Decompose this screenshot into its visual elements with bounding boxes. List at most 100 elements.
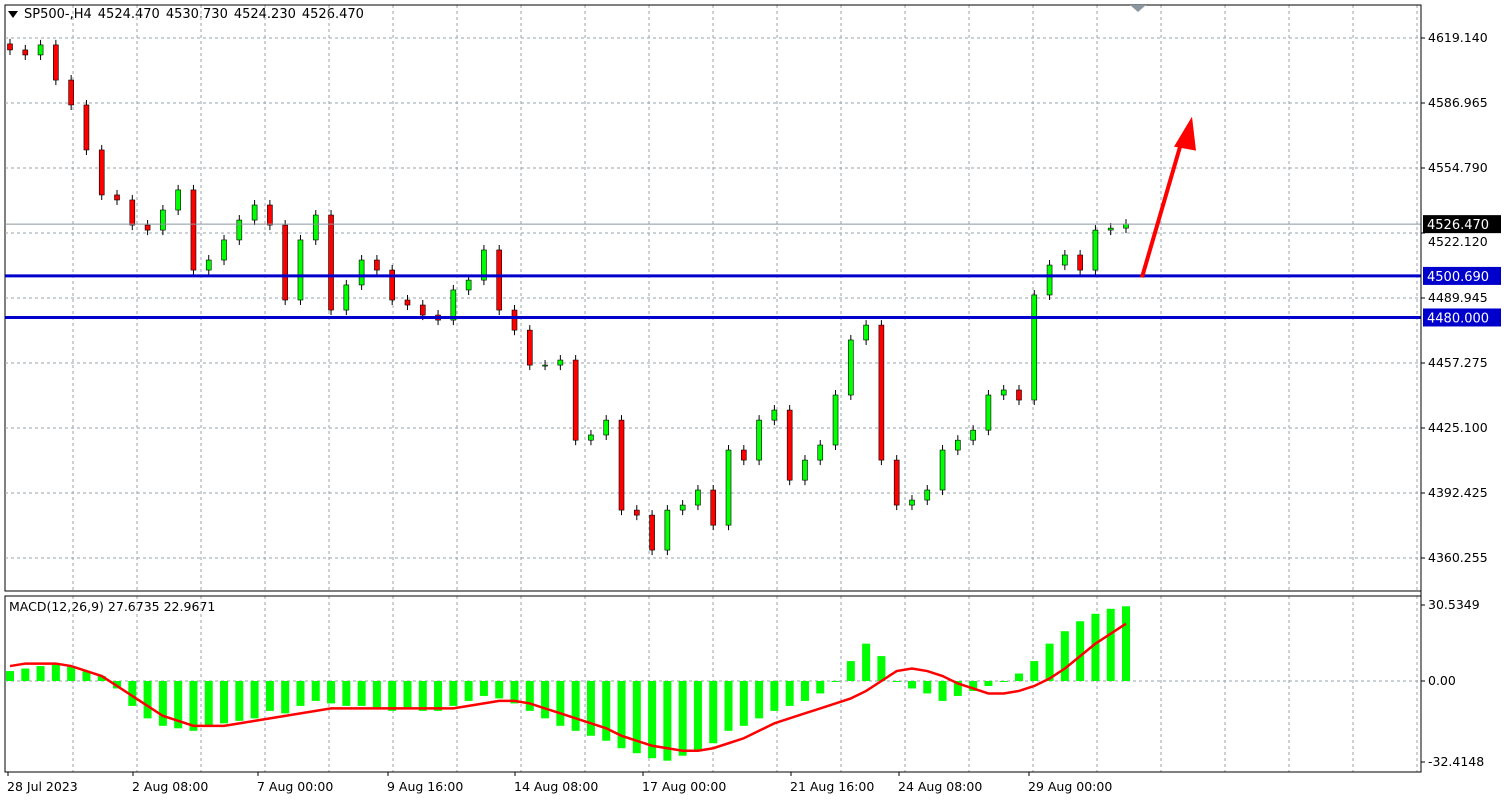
macd-histogram-bar <box>877 656 886 681</box>
macd-histogram-bar <box>357 681 366 706</box>
macd-histogram-bar <box>1014 673 1023 681</box>
ohlc-open: 4524.470 <box>97 7 160 22</box>
candle-body <box>955 439 961 451</box>
candle-body <box>771 409 778 421</box>
candle <box>557 355 564 371</box>
candle-body <box>267 204 273 226</box>
candle <box>328 210 334 316</box>
candle-body <box>649 514 655 551</box>
macd-histogram-bar <box>892 681 901 682</box>
candle <box>282 220 288 306</box>
candle <box>924 484 931 506</box>
macd-histogram-bar <box>1045 643 1054 681</box>
macd-histogram-bar <box>785 681 794 706</box>
candle-body <box>160 209 166 231</box>
candle-body <box>496 249 503 311</box>
candle-body <box>190 189 197 271</box>
macd-histogram-bar <box>51 663 60 681</box>
macd-signal-value: 22.9671 <box>163 599 216 614</box>
macd-histogram-bar <box>602 681 611 741</box>
macd-histogram-bar <box>495 681 504 699</box>
macd-histogram-bar <box>327 681 336 704</box>
candle-body <box>878 324 885 461</box>
macd-signal-line <box>9 622 1127 752</box>
x-tick-label: 24 Aug 08:00 <box>898 779 982 794</box>
macd-histogram-bar <box>923 681 932 694</box>
candle-body <box>175 189 181 211</box>
candle <box>863 320 869 345</box>
y-tick-label: 4360.255 <box>1428 550 1488 565</box>
candle-body <box>511 309 518 331</box>
candle-body <box>1123 223 1129 229</box>
y-tick-label: 4619.140 <box>1428 30 1488 45</box>
macd-histogram-bar <box>403 681 412 709</box>
macd-histogram-bar <box>556 681 565 726</box>
macd-histogram-bar <box>97 676 106 681</box>
candle-body <box>679 504 686 511</box>
candle-body <box>465 279 472 291</box>
candle-body <box>343 284 350 311</box>
macd-histogram-bar <box>586 681 595 736</box>
macd-histogram-bar <box>342 681 351 706</box>
candle <box>160 204 166 236</box>
level-price-label: 4480.000 <box>1427 311 1489 326</box>
candle-body <box>1107 227 1114 231</box>
x-tick-label: 9 Aug 16:00 <box>387 779 463 794</box>
y-tick-label: 4425.100 <box>1428 420 1488 435</box>
macd-histogram-bar <box>678 681 687 756</box>
candle <box>1123 219 1129 234</box>
candle <box>205 255 212 276</box>
macd-histogram-bar <box>6 671 14 681</box>
candle <box>909 495 915 511</box>
x-tick-label: 7 Aug 00:00 <box>257 779 333 794</box>
candle <box>786 405 793 486</box>
trend-arrow-shaft <box>1140 136 1185 278</box>
macd-histogram-bar <box>220 681 229 724</box>
candle-body <box>603 419 610 436</box>
candle <box>633 505 640 521</box>
candle-body <box>526 329 533 366</box>
candle-body <box>404 299 411 306</box>
macd-histogram-bar <box>235 681 244 721</box>
macd-histogram-bar <box>296 681 305 706</box>
candle <box>68 75 74 110</box>
x-tick-label: 21 Aug 16:00 <box>790 779 874 794</box>
ohlc-close: 4526.470 <box>301 7 364 22</box>
candle <box>679 500 686 516</box>
candle-body <box>863 324 869 341</box>
candle <box>725 445 732 531</box>
x-tick-label: 17 Aug 00:00 <box>642 779 726 794</box>
candle-body <box>817 444 824 461</box>
candle <box>572 355 579 446</box>
candle <box>985 389 992 436</box>
candle <box>771 405 778 426</box>
candle-body <box>725 449 732 526</box>
candle-body <box>588 434 594 441</box>
candle <box>374 255 380 276</box>
y-tick-label: 4457.275 <box>1428 355 1488 370</box>
macd-histogram-bar <box>571 681 580 731</box>
candle <box>404 294 411 311</box>
y-tick-label: 4392.425 <box>1428 485 1488 500</box>
candle-body <box>695 489 701 506</box>
macd-histogram-bar <box>434 681 443 711</box>
candle-body <box>832 394 839 446</box>
macd-histogram-bar <box>800 681 809 701</box>
candle <box>53 39 59 86</box>
candle <box>1046 260 1053 301</box>
candle-body <box>970 429 976 441</box>
candle <box>955 435 961 456</box>
macd-histogram-bar <box>846 661 855 681</box>
candle <box>297 234 304 306</box>
macd-histogram-bar <box>464 681 473 701</box>
macd-histogram-bar <box>82 671 91 681</box>
dropdown-triangle-icon[interactable] <box>8 11 18 18</box>
macd-histogram-bar <box>693 681 702 751</box>
macd-histogram-bar <box>648 681 657 759</box>
candle-body <box>53 44 59 81</box>
macd-histogram-bar <box>969 681 978 691</box>
macd-histogram-bar <box>938 681 947 701</box>
candle <box>221 234 227 266</box>
candle-body <box>664 509 671 551</box>
